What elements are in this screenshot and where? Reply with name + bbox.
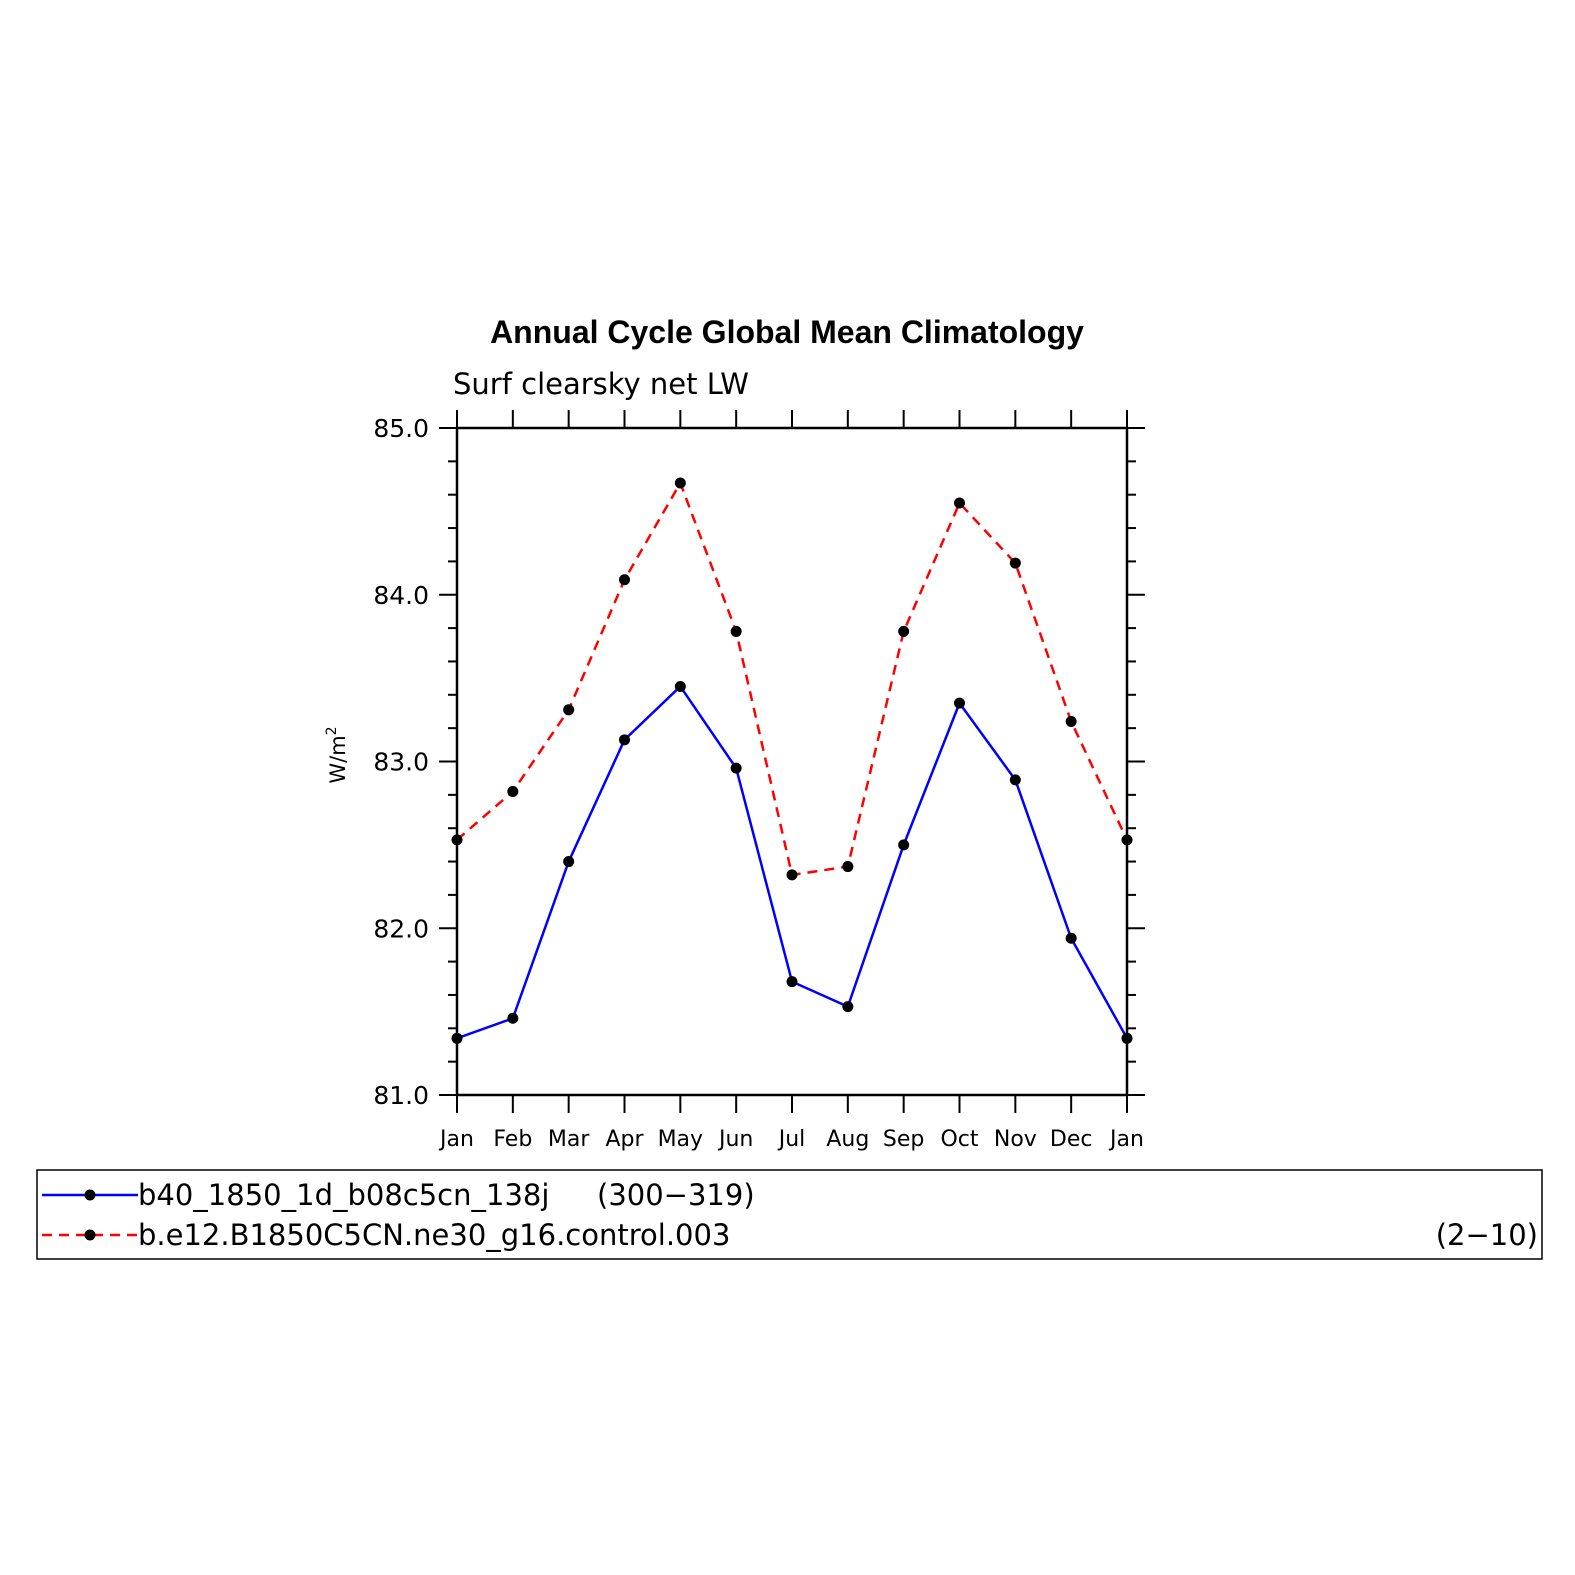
y-axis-label-superscript: 2 [324,726,340,735]
data-point-series-1 [786,976,798,988]
data-point-series-2 [507,786,519,798]
y-tick-label: 84.0 [373,581,429,610]
legend-box [36,1169,1543,1260]
data-point-series-1 [674,680,686,692]
data-point-series-1 [1065,932,1077,944]
plot-frame [455,426,1129,1097]
data-point-series-1 [730,762,742,774]
data-point-series-1 [507,1012,519,1024]
x-tick-label: Nov [994,1127,1037,1152]
data-point-series-1 [451,1032,463,1044]
data-point-series-1 [1121,1032,1133,1044]
legend-marker-series-2 [84,1229,96,1241]
legend-years-series-1: (300−319) [597,1178,755,1212]
legend-label-series-1: b40_1850_1d_b08c5cn_138j [138,1178,549,1212]
x-tick-label: May [658,1127,703,1152]
x-tick-label: Oct [940,1127,978,1152]
data-point-series-1 [954,697,965,709]
x-tick-label: Sep [883,1127,924,1152]
y-axis-label-unit: W/m [326,735,350,783]
data-point-series-2 [954,497,965,509]
y-tick-label: 83.0 [373,748,429,777]
x-tick-label: Jun [717,1127,753,1152]
data-point-series-1 [1009,774,1021,786]
series-line-2 [456,481,1129,877]
data-point-series-2 [451,834,463,846]
data-point-series-2 [786,869,798,881]
x-tick-label: Mar [548,1127,590,1152]
data-point-series-2 [1065,715,1077,727]
x-tick-label: Feb [493,1127,532,1152]
legend-marker-series-1 [84,1189,96,1201]
data-point-series-2 [563,704,575,716]
x-tick-label: Jul [777,1127,806,1152]
data-point-series-2 [730,625,742,637]
x-tick-label: Aug [826,1127,869,1152]
svg-text:W/m2: W/m2 [324,726,350,783]
data-point-series-1 [563,856,575,868]
data-point-series-2 [1121,834,1133,846]
y-tick-label: 85.0 [373,414,429,443]
x-tick-label: Jan [438,1127,474,1152]
data-point-series-2 [1009,557,1021,569]
x-tick-label: Jan [1108,1127,1144,1152]
chart-subtitle: Surf clearsky net LW [453,367,749,401]
y-tick-label: 82.0 [373,914,429,943]
data-point-series-2 [842,861,854,873]
legend-years-series-2: (2−10) [1436,1218,1538,1252]
y-axis-label: W/m2 [324,726,350,783]
legend: b40_1850_1d_b08c5cn_138j (300−319) b.e12… [36,1169,1543,1260]
legend-label-series-2: b.e12.B1850C5CN.ne30_g16.control.003 [138,1218,730,1252]
data-point-series-2 [619,574,630,586]
data-point-series-2 [898,625,910,637]
plot-area: 85.0 84.0 83.0 82.0 81.0 Jan Feb Mar Apr May Jun Ju… [373,410,1145,1152]
data-point-series-1 [842,1001,854,1013]
chart-title: Annual Cycle Global Mean Climatology [490,314,1084,350]
x-tick-label: Dec [1050,1127,1093,1152]
data-point-series-2 [674,477,686,489]
x-tick-label: Apr [605,1127,644,1152]
data-point-series-1 [619,734,630,746]
y-tick-label: 81.0 [373,1081,429,1110]
data-point-series-1 [898,839,910,851]
